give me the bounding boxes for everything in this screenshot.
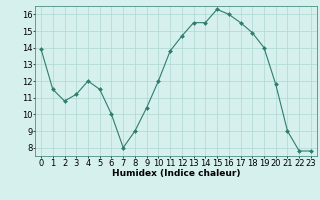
X-axis label: Humidex (Indice chaleur): Humidex (Indice chaleur) (112, 169, 240, 178)
